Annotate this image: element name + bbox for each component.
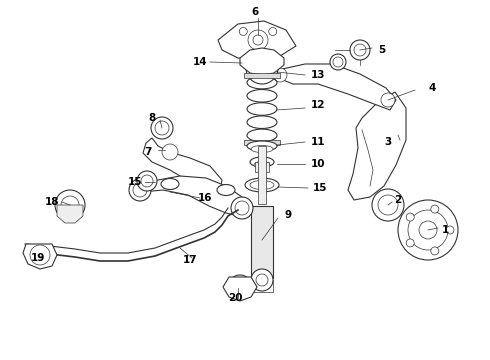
Text: 1: 1: [441, 225, 449, 235]
Polygon shape: [223, 277, 257, 301]
Text: 4: 4: [428, 83, 436, 93]
Circle shape: [273, 68, 287, 82]
Polygon shape: [218, 21, 296, 60]
Circle shape: [254, 53, 262, 61]
Circle shape: [231, 197, 253, 219]
Circle shape: [162, 144, 178, 160]
Ellipse shape: [254, 162, 270, 168]
Circle shape: [330, 54, 346, 70]
Text: 5: 5: [378, 45, 386, 55]
Bar: [244, 140, 280, 145]
Circle shape: [406, 239, 414, 247]
Circle shape: [129, 179, 151, 201]
Circle shape: [431, 247, 439, 255]
Circle shape: [269, 27, 277, 36]
Circle shape: [61, 196, 79, 214]
Circle shape: [55, 190, 85, 220]
Text: 18: 18: [45, 197, 59, 207]
Circle shape: [151, 117, 173, 139]
Circle shape: [246, 52, 278, 84]
Ellipse shape: [250, 157, 274, 167]
Circle shape: [381, 93, 395, 107]
Circle shape: [333, 57, 343, 67]
Circle shape: [446, 226, 454, 234]
Circle shape: [253, 35, 263, 45]
Circle shape: [378, 195, 398, 215]
Text: 2: 2: [394, 195, 402, 205]
Bar: [251, 206, 273, 278]
Ellipse shape: [245, 178, 279, 192]
Circle shape: [155, 121, 169, 135]
Circle shape: [30, 245, 50, 265]
Text: 14: 14: [193, 57, 207, 67]
Circle shape: [408, 210, 448, 250]
Circle shape: [133, 183, 147, 197]
Ellipse shape: [247, 141, 277, 151]
Text: 7: 7: [145, 147, 152, 157]
Bar: [255, 162, 269, 172]
Circle shape: [256, 274, 268, 286]
Circle shape: [398, 200, 458, 260]
Text: 11: 11: [311, 137, 325, 147]
Text: 9: 9: [284, 210, 292, 220]
Text: 15: 15: [313, 183, 327, 193]
Text: 6: 6: [251, 7, 259, 17]
Ellipse shape: [217, 185, 235, 195]
Polygon shape: [240, 48, 284, 75]
Polygon shape: [278, 64, 396, 110]
Bar: [244, 73, 280, 78]
Circle shape: [259, 65, 265, 71]
Text: 10: 10: [311, 159, 325, 169]
Circle shape: [235, 201, 249, 215]
Circle shape: [372, 189, 404, 221]
Text: 19: 19: [31, 253, 45, 263]
Text: 8: 8: [148, 113, 156, 123]
Circle shape: [253, 59, 271, 77]
Ellipse shape: [161, 179, 179, 189]
Circle shape: [248, 30, 268, 50]
Circle shape: [206, 187, 222, 203]
Circle shape: [251, 269, 273, 291]
Polygon shape: [348, 92, 406, 200]
Circle shape: [406, 213, 414, 221]
Polygon shape: [57, 205, 83, 223]
Text: 16: 16: [198, 193, 212, 203]
Text: 3: 3: [384, 137, 392, 147]
Ellipse shape: [250, 180, 274, 189]
Text: 15: 15: [128, 177, 142, 187]
Text: 20: 20: [228, 293, 242, 303]
Ellipse shape: [251, 145, 273, 153]
Polygon shape: [23, 244, 57, 269]
Circle shape: [354, 44, 366, 56]
Text: 12: 12: [311, 100, 325, 110]
Circle shape: [141, 175, 153, 187]
Text: 17: 17: [183, 255, 197, 265]
Polygon shape: [143, 138, 222, 197]
Bar: [258, 146, 266, 204]
Circle shape: [350, 40, 370, 60]
Circle shape: [137, 171, 157, 191]
Polygon shape: [138, 176, 246, 216]
Circle shape: [228, 275, 252, 299]
Text: 13: 13: [311, 70, 325, 80]
Circle shape: [233, 280, 247, 294]
Circle shape: [419, 221, 437, 239]
Circle shape: [431, 205, 439, 213]
Circle shape: [239, 27, 247, 36]
